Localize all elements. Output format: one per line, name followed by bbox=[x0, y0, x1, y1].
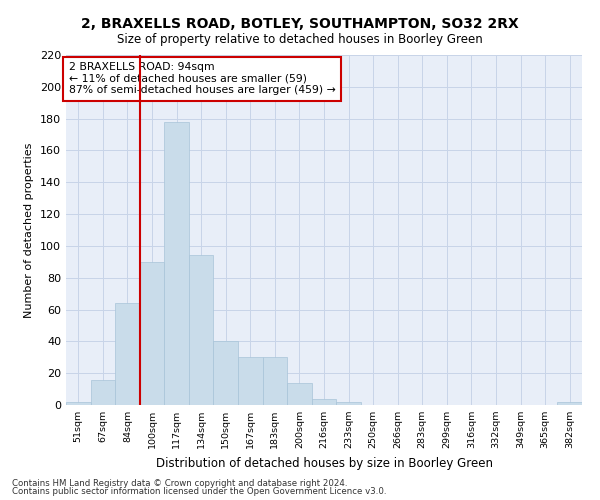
Bar bbox=[164, 122, 189, 405]
Y-axis label: Number of detached properties: Number of detached properties bbox=[25, 142, 34, 318]
Bar bbox=[140, 262, 164, 405]
Bar bbox=[214, 342, 238, 405]
Text: 2, BRAXELLS ROAD, BOTLEY, SOUTHAMPTON, SO32 2RX: 2, BRAXELLS ROAD, BOTLEY, SOUTHAMPTON, S… bbox=[81, 18, 519, 32]
Bar bbox=[91, 380, 115, 405]
Bar bbox=[312, 398, 336, 405]
Bar bbox=[66, 402, 91, 405]
Text: Contains public sector information licensed under the Open Government Licence v3: Contains public sector information licen… bbox=[12, 487, 386, 496]
Bar bbox=[336, 402, 361, 405]
Bar bbox=[287, 382, 312, 405]
Bar bbox=[263, 358, 287, 405]
Bar bbox=[238, 358, 263, 405]
X-axis label: Distribution of detached houses by size in Boorley Green: Distribution of detached houses by size … bbox=[155, 456, 493, 469]
Text: Size of property relative to detached houses in Boorley Green: Size of property relative to detached ho… bbox=[117, 32, 483, 46]
Bar bbox=[189, 256, 214, 405]
Text: Contains HM Land Registry data © Crown copyright and database right 2024.: Contains HM Land Registry data © Crown c… bbox=[12, 479, 347, 488]
Bar bbox=[115, 303, 140, 405]
Text: 2 BRAXELLS ROAD: 94sqm
← 11% of detached houses are smaller (59)
87% of semi-det: 2 BRAXELLS ROAD: 94sqm ← 11% of detached… bbox=[68, 62, 335, 95]
Bar bbox=[557, 402, 582, 405]
